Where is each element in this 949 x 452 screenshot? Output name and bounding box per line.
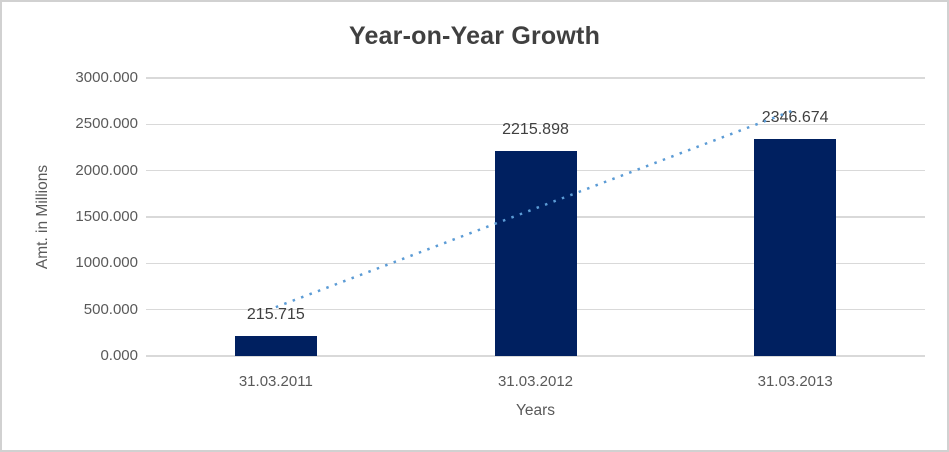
bar bbox=[754, 138, 837, 356]
bar-value-label: 215.715 bbox=[246, 306, 305, 324]
x-tick-label: 31.03.2011 bbox=[238, 373, 313, 390]
y-tick-label: 3000.000 bbox=[75, 69, 138, 86]
y-tick-label: 1500.000 bbox=[75, 208, 138, 225]
x-tick-label: 31.03.2013 bbox=[757, 373, 833, 390]
y-tick-label: 1000.000 bbox=[75, 254, 138, 272]
plot-area: 215.715 2215.898 2346.674 bbox=[146, 77, 925, 357]
bar bbox=[234, 336, 317, 356]
gridline bbox=[146, 355, 925, 357]
x-axis-ticks: 31.03.2011 31.03.2012 31.03.2013 bbox=[146, 373, 925, 393]
y-tick-label: 2000.000 bbox=[75, 161, 138, 179]
chart-title: Year-on-Year Growth bbox=[348, 22, 601, 50]
y-tick-label: 500.000 bbox=[83, 300, 138, 318]
y-tick-label: 2500.000 bbox=[75, 115, 138, 133]
x-tick-label: 31.03.2012 bbox=[497, 373, 574, 390]
bar-value-label: 2346.674 bbox=[761, 108, 829, 126]
y-tick-label: 0.000 bbox=[100, 347, 138, 364]
bar bbox=[494, 150, 577, 356]
y-axis-ticks: 0.000 500.000 1000.000 1500.000 2000.000 2500… bbox=[2, 69, 138, 364]
gridline bbox=[146, 77, 925, 79]
x-axis-title: Years bbox=[515, 402, 556, 419]
bar-value-label: 2215.898 bbox=[502, 120, 569, 138]
